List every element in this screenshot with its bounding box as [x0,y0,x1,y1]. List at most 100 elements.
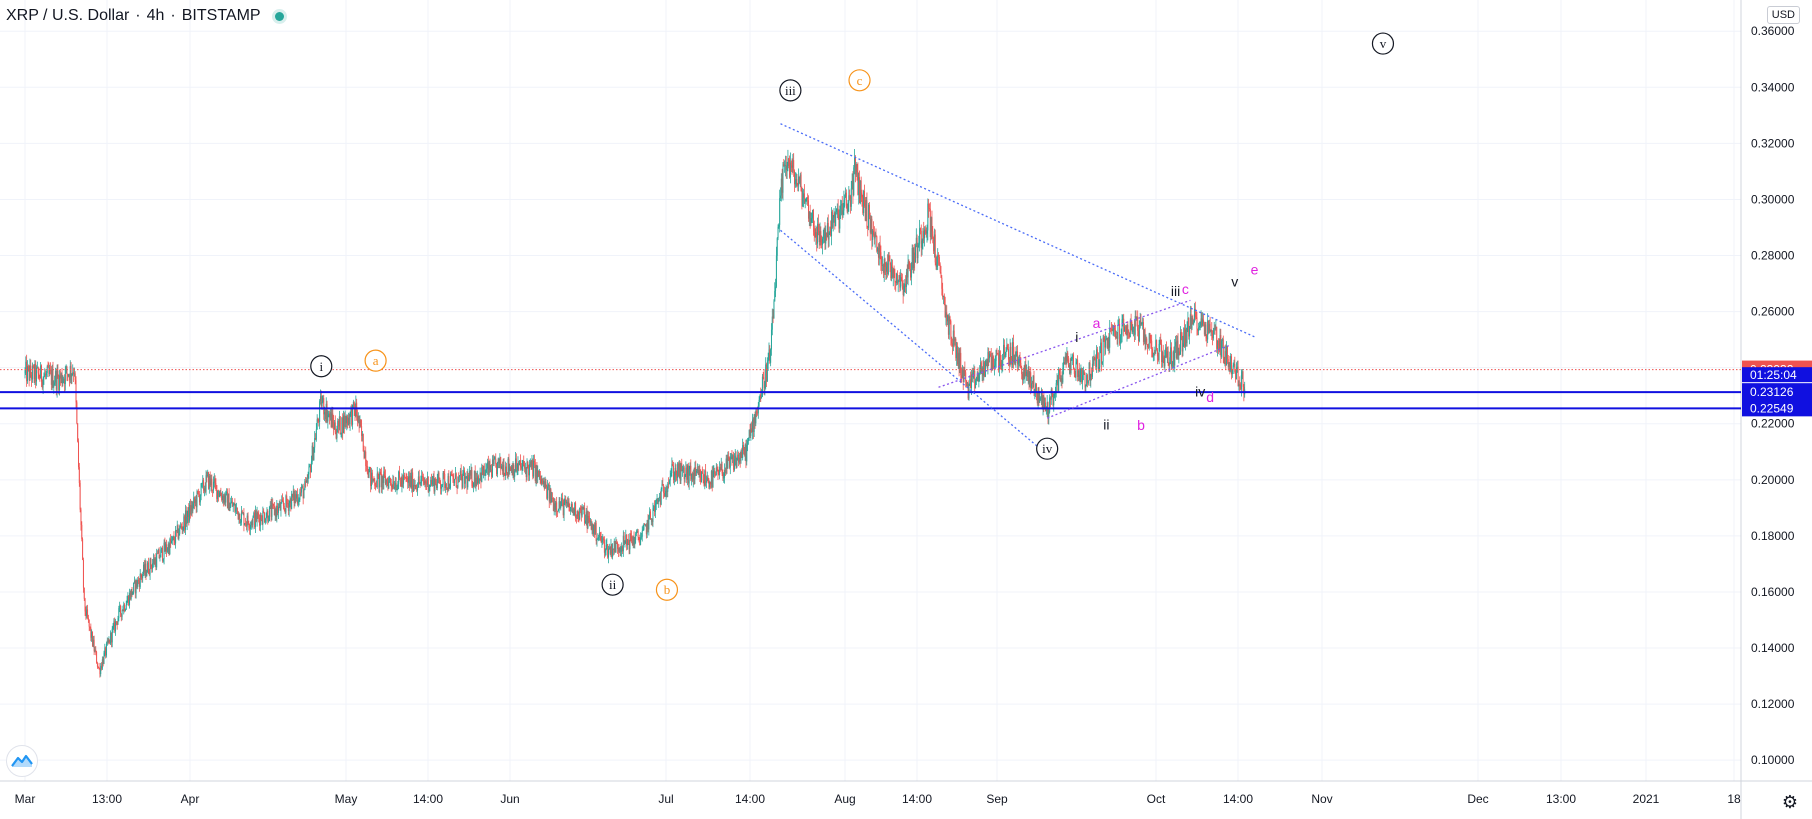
candle-body [410,475,412,488]
candle-body [806,197,808,199]
candle-body [924,229,926,239]
candle-body [885,266,887,272]
candle-body [429,485,431,487]
candle-body [487,462,489,475]
candle-body [529,461,531,465]
candle-body [556,511,558,512]
wave-label-circle[interactable] [655,578,679,601]
candle-body [853,167,855,196]
wave-label-circle[interactable] [364,349,387,372]
candle-body [133,580,135,583]
wave-label[interactable]: a [1093,315,1101,331]
candle-body [362,433,364,452]
candle-body [716,467,718,469]
candle-body [733,459,735,470]
trend-line[interactable] [1046,344,1231,419]
candle-body [382,476,384,483]
candle-body [577,511,579,517]
candle-body [847,202,849,212]
candle-body [405,477,407,479]
candle-body [910,268,912,278]
candle-body [187,507,189,517]
candle-body [1202,319,1204,326]
candle-body [836,208,838,210]
candle-body [134,580,136,594]
candle-body [594,524,596,535]
wave-label[interactable]: v [1231,274,1238,290]
wave-label[interactable]: b [1137,417,1145,433]
candle-body [854,157,856,168]
tradingview-logo-icon[interactable] [6,745,38,777]
candle-body [219,492,221,497]
candle-body [730,456,732,459]
candle-body [882,265,884,273]
candle-body [333,421,335,430]
candle-body [501,466,503,469]
candle-body [119,605,121,609]
candle-body [62,380,64,384]
candle-body [601,540,603,542]
wave-label-circle[interactable] [601,573,624,596]
candle-body [578,516,580,520]
candle-body [858,177,860,195]
candle-body [1086,375,1088,384]
candle-body [352,404,354,425]
candle-body [902,286,904,295]
gear-icon[interactable]: ⚙ [1781,792,1798,812]
candle-body [1022,372,1024,381]
candle-body [486,468,488,470]
candle-body [968,383,970,399]
candle-body [985,360,987,362]
wave-label-circle[interactable] [1371,32,1395,55]
candle-body [1123,318,1125,332]
candle-body [537,470,539,478]
candle-body [495,458,497,464]
wave-label[interactable]: d [1206,389,1214,405]
candle-body [622,535,624,552]
wave-label-circle[interactable] [779,79,802,102]
candle-body [445,483,447,488]
candle-body [422,476,424,477]
candle-body [1065,356,1067,362]
wave-label[interactable]: c [1182,281,1189,297]
candle-body [157,553,159,555]
candle-body [872,230,874,241]
candle-body [961,369,963,379]
candle-body [78,467,80,483]
candle-body [44,373,46,377]
wave-label[interactable]: e [1251,262,1259,278]
trend-line[interactable] [938,299,1191,388]
candle-body [207,472,209,476]
candle-body [914,252,916,263]
candle-body [1156,349,1158,357]
wave-label[interactable]: iii [1171,283,1180,299]
candle-body [1191,317,1193,329]
candle-body [891,266,893,279]
wave-label-circle[interactable] [848,69,871,92]
candle-body [416,487,418,491]
currency-button[interactable]: USD [1766,6,1800,24]
candle-body [57,370,59,377]
candle-body [1002,354,1004,365]
candle-body [91,631,93,638]
wave-label-circle[interactable] [310,355,333,378]
candle-body [524,467,526,469]
symbol-header[interactable]: XRP / U.S. Dollar · 4h · BITSTAMP [6,6,284,26]
wave-label-circle[interactable] [1036,437,1059,460]
candle-body [1128,332,1130,338]
horizontal-level-tag [1742,383,1812,401]
candle-body [459,470,461,476]
candle-body [576,511,578,519]
candle-body [542,480,544,484]
wave-label[interactable]: iv [1195,384,1205,400]
trend-line[interactable] [780,123,1255,338]
candle-body [36,367,38,382]
candle-body [457,476,459,488]
candle-body [231,501,233,503]
candle-body [444,473,446,488]
wave-label[interactable]: ii [1103,416,1109,432]
candle-body [437,472,439,481]
candle-body [710,471,712,485]
wave-label[interactable]: i [1075,329,1078,345]
